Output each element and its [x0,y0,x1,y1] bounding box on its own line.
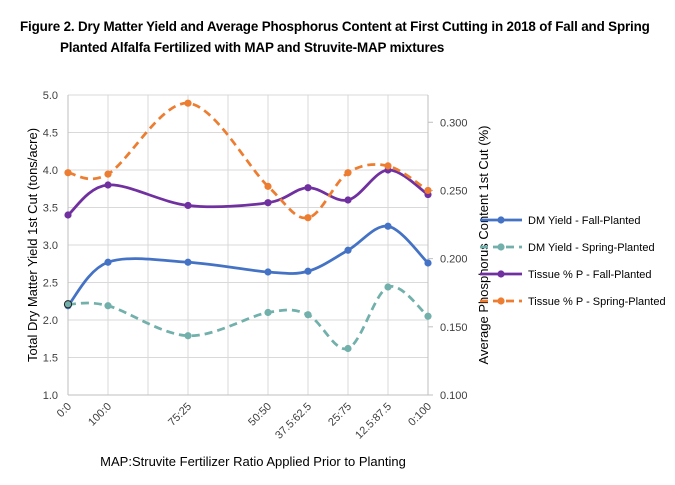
y-tick-label: 1.5 [43,353,58,365]
data-point [104,181,112,189]
x-tick-label: 0:100 [406,401,434,429]
legend-item: Tissue % P - Fall-Planted [480,269,652,281]
data-point [264,308,272,317]
x-tick-label: 37.5:62.5 [273,401,314,442]
data-point [304,267,312,275]
data-point [384,162,392,170]
y-tick-label: 3.0 [43,240,58,252]
data-point [424,312,432,320]
data-point [304,214,312,222]
x-tick-label: 25:75 [326,401,354,429]
data-point [64,169,72,177]
legend-swatch-marker [497,297,505,305]
data-point [344,196,352,204]
y-tick-label: 5.0 [43,90,58,102]
data-point [63,300,73,309]
legend-swatch-marker [497,270,505,278]
y-axis-title: Total Dry Matter Yield 1st Cut (tons/acr… [25,128,40,362]
tick-labels: 1.0 1.5 2.0 2.5 3.0 3.5 4.0 4.5 5.0 0.100 0.150 0.2… [43,90,468,442]
data-point [384,283,392,291]
data-point [384,222,392,230]
legend-swatch-marker [497,243,505,251]
data-point [304,184,312,192]
y-tick-label: 2.0 [43,315,58,327]
data-point [104,170,112,178]
series-line [67,168,429,217]
figure-title-line-2: Planted Alfalfa Fertilized with MAP and … [60,40,445,55]
data-point [184,332,192,340]
gridlines [67,94,429,396]
data-point [184,258,192,266]
legend-label: DM Yield - Fall-Planted [528,215,641,227]
y-tick-label: 4.5 [43,128,58,140]
data-point [104,302,112,310]
data-point [184,99,192,107]
y-tick-label: 2.5 [43,278,58,290]
data-point [344,246,352,254]
data-point [184,201,192,210]
series-line [67,101,429,220]
series-dm-yield-fall-planted [64,222,432,310]
x-tick-label: 0:0 [55,401,74,420]
y2-tick-label: 0.250 [440,185,468,197]
data-point [264,182,272,190]
legend-label: Tissue % P - Spring-Planted [528,296,666,308]
series-tissue-p-fall-planted [64,166,432,219]
data-point [304,311,312,319]
x-axis-title: MAP:Struvite Fertilizer Ratio Applied Pr… [100,454,406,469]
series-line [67,285,429,350]
data-point [264,199,272,207]
legend-label: DM Yield - Spring-Planted [528,242,655,254]
x-tick-label: 100:0 [86,401,114,429]
legend-item: DM Yield - Fall-Planted [480,215,641,227]
data-point [424,259,432,267]
figure-title-line-1: Figure 2. Dry Matter Yield and Average P… [20,19,650,34]
legend-item: Tissue % P - Spring-Planted [480,296,666,308]
x-tick-label: 75:25 [166,401,194,429]
data-point [64,211,72,219]
data-point [344,344,352,353]
y2-tick-label: 0.100 [440,390,468,402]
y2-axis-title: Average Phosphorus Content 1st Cut (%) [476,126,491,365]
series-tissue-p-spring-planted [64,99,432,222]
y2-tick-label: 0.300 [440,117,468,129]
y2-tick-label: 0.200 [440,254,468,266]
y-tick-label: 3.5 [43,203,58,215]
y-tick-label: 1.0 [43,390,58,402]
data-point [424,186,432,195]
legend: DM Yield - Fall-Planted DM Yield - Spring… [480,215,666,308]
y2-tick-label: 0.150 [440,322,468,334]
legend-swatch-marker [497,216,505,224]
legend-label: Tissue % P - Fall-Planted [528,269,652,281]
series-dm-yield-spring-planted [63,283,432,353]
data-point [344,169,352,177]
data-point [104,258,112,266]
y-tick-label: 4.0 [43,165,58,177]
data-point [264,268,272,276]
series-group [63,99,432,353]
x-tick-label: 12.5:87.5 [353,401,394,442]
legend-item: DM Yield - Spring-Planted [480,242,655,254]
x-tick-label: 50:50 [246,401,274,429]
series-line [66,224,429,307]
